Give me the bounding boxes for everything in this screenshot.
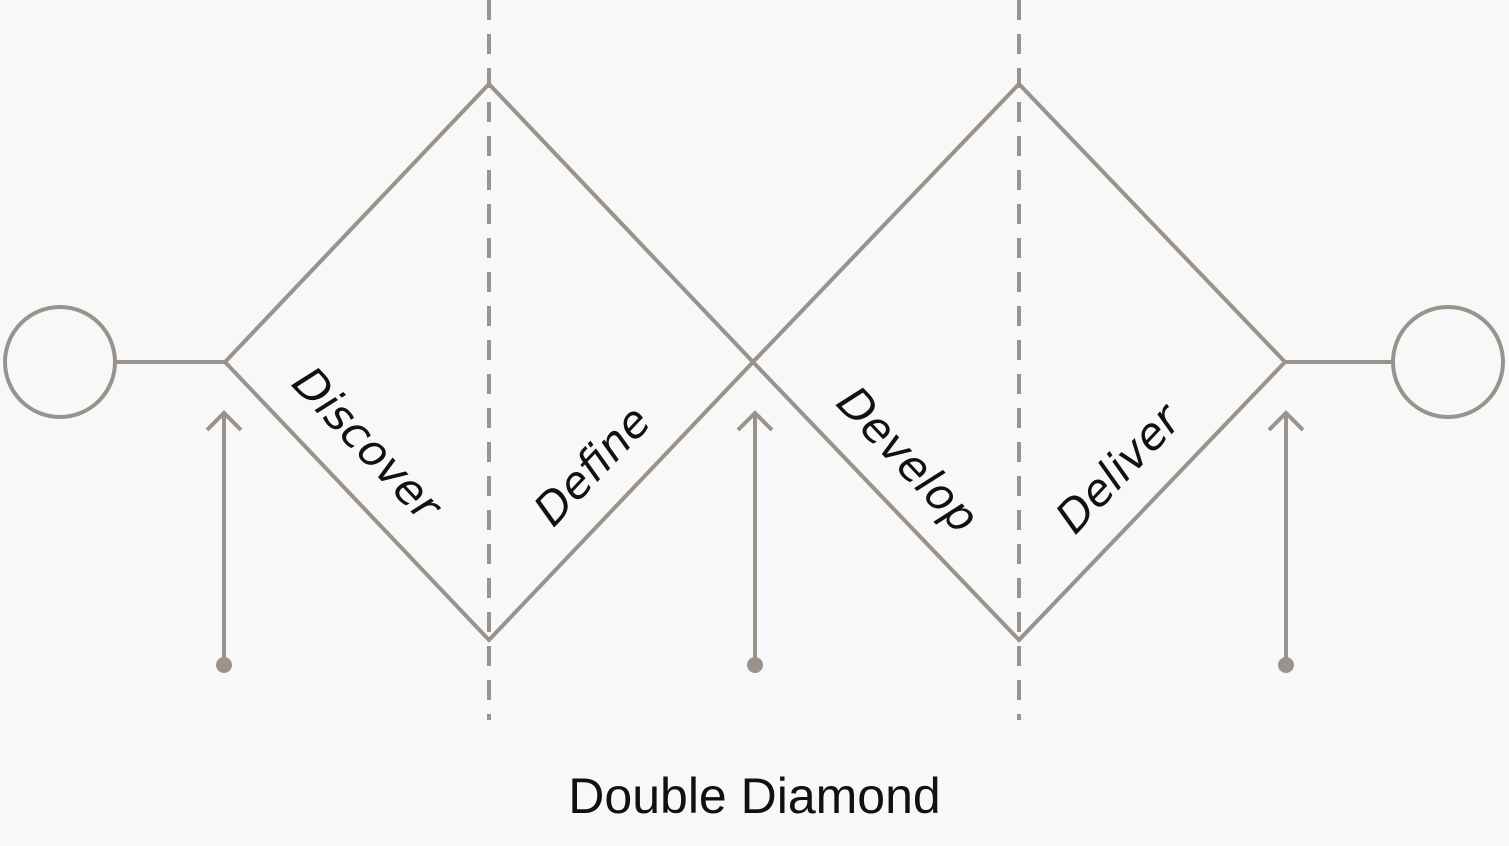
phase-label-discover: Discover	[282, 357, 453, 533]
arrow-up-icon	[736, 410, 774, 673]
arrow-up-icon	[1267, 410, 1305, 673]
phase-label-develop: Develop	[827, 377, 989, 544]
phase-label-deliver: Deliver	[1046, 393, 1193, 544]
diagram-title: Double Diamond	[568, 768, 941, 824]
arrow-up-icon	[205, 410, 243, 673]
phase-label-define: Define	[524, 396, 660, 536]
start-circle	[3, 305, 117, 419]
end-circle	[1391, 305, 1505, 419]
